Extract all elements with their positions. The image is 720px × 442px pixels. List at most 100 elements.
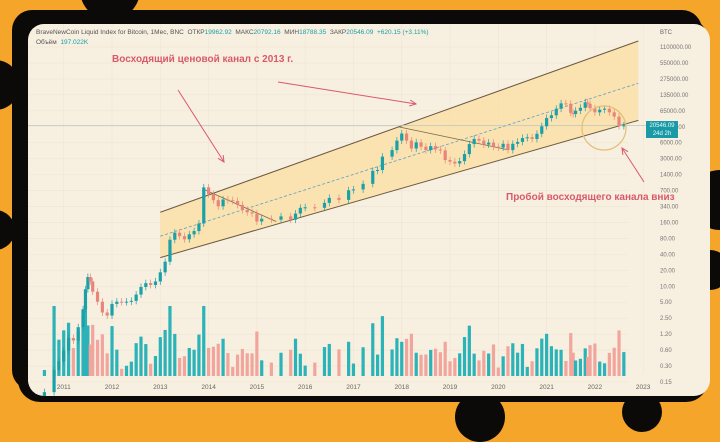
- candle-body: [216, 200, 220, 207]
- candle-body: [76, 327, 80, 341]
- candle-body: [289, 216, 293, 220]
- breakdown-annotation: Пробой восходящего канала вниз: [506, 192, 675, 203]
- x-axis-tick: 2015: [250, 384, 265, 391]
- y-axis-tick: 3000.00: [660, 157, 682, 163]
- volume-bar: [361, 347, 365, 376]
- candle-body: [559, 103, 563, 109]
- arrow-to-channel-high: [277, 81, 417, 105]
- candle-body: [520, 138, 525, 142]
- volume-bar: [467, 325, 471, 376]
- x-axis-tick: 2011: [57, 384, 71, 391]
- x-axis-tick: 2023: [636, 384, 651, 391]
- volume-bar: [52, 306, 56, 376]
- volume-bar: [216, 343, 220, 376]
- candle-body: [313, 207, 317, 209]
- volume-bar: [86, 325, 90, 376]
- candle-body: [491, 142, 496, 147]
- candle-body: [443, 150, 447, 161]
- volume-bar: [607, 352, 611, 376]
- candle-body: [240, 204, 244, 210]
- candle-body: [158, 272, 162, 282]
- arrow-to-channel-high-head: [409, 99, 418, 107]
- candle-body: [409, 140, 413, 149]
- candle-body: [361, 183, 365, 190]
- volume-bar: [458, 353, 462, 376]
- volume-value: 197.022K: [60, 39, 89, 46]
- volume-bar: [91, 324, 95, 376]
- volume-bar: [115, 349, 119, 376]
- volume-bar: [240, 348, 244, 376]
- candle-body: [390, 150, 394, 157]
- chart-screen: BTC 1100000.00 550000.00 275000.00 135000.00…: [28, 24, 710, 396]
- candle-body: [414, 142, 418, 149]
- candle-body: [124, 301, 129, 303]
- arrow-to-channel-low-head: [217, 154, 225, 163]
- candle-body: [453, 161, 457, 164]
- volume-bar: [530, 361, 534, 376]
- y-axis-tick: 80.00: [660, 236, 676, 242]
- candle-body: [612, 112, 616, 117]
- volume-bar: [221, 338, 225, 376]
- volume-bar: [182, 356, 187, 376]
- volume-bar: [520, 343, 525, 376]
- candle-body: [544, 118, 549, 127]
- y-axis-tick: 0.15: [660, 380, 672, 386]
- candle-body: [371, 170, 375, 184]
- candle-body: [250, 212, 254, 214]
- candle-body: [105, 312, 109, 316]
- candle-body: [622, 125, 626, 127]
- x-axis-tick: 2017: [346, 384, 361, 391]
- candle-body: [347, 190, 351, 200]
- candle-body: [429, 146, 433, 151]
- candle-body: [419, 142, 423, 147]
- candle-body: [477, 138, 481, 141]
- volume-bar: [158, 337, 162, 376]
- candle-body: [71, 338, 75, 341]
- volume-bar: [549, 346, 554, 376]
- candle-body: [211, 194, 216, 201]
- volume-bar: [443, 341, 447, 376]
- candle-body: [424, 146, 428, 151]
- x-axis-tick: 2018: [395, 384, 410, 391]
- candle-body: [163, 261, 167, 273]
- volume-bar: [235, 354, 240, 376]
- candle-body: [380, 156, 385, 170]
- candle-body: [322, 202, 327, 208]
- y-axis-tick: 550000.00: [660, 61, 689, 67]
- y-axis-tick: 1100000.00: [660, 45, 692, 51]
- candle-body: [298, 207, 302, 214]
- trend-line: [203, 189, 277, 222]
- candle-body: [487, 142, 491, 145]
- symbol-line: BraveNewCoin Liquid Index for Bitcoin, 1…: [36, 29, 184, 36]
- candle-body: [571, 112, 575, 115]
- candle-body: [178, 232, 182, 237]
- y-axis-tick: 2.50: [660, 316, 672, 322]
- volume-bar: [83, 306, 88, 376]
- candle-body: [168, 239, 172, 262]
- volume-bar: [516, 352, 520, 376]
- volume-bar: [501, 356, 505, 376]
- y-axis-tick: 700.00: [660, 189, 679, 195]
- x-axis-tick: 2014: [201, 384, 216, 391]
- volume-bar: [535, 348, 539, 376]
- candle-body: [530, 137, 534, 139]
- chart-header: BraveNewCoin Liquid Index for Bitcoin, 1…: [36, 28, 429, 48]
- price-chart[interactable]: BTC 1100000.00 550000.00 275000.00 135000.00…: [28, 24, 710, 396]
- volume-bar: [144, 344, 148, 376]
- candle-body: [120, 301, 124, 303]
- volume-bar: [105, 353, 109, 376]
- last-price-tag: 20546.09 24d 2h: [646, 121, 678, 138]
- candle-body: [279, 216, 283, 220]
- candle-body: [448, 160, 452, 162]
- volume-bar: [400, 341, 404, 376]
- channel-lower-line: [160, 119, 639, 259]
- y-axis-tick: 275000.00: [660, 77, 689, 83]
- volume-bar: [110, 326, 114, 376]
- last-price-value: 20546.09: [649, 123, 675, 129]
- volume-bar: [173, 333, 177, 376]
- volume-bar: [544, 333, 549, 376]
- volume-bar: [525, 366, 529, 376]
- candle-body: [187, 234, 191, 240]
- volume-bar: [322, 347, 327, 376]
- arrow-to-breakdown: [621, 147, 645, 183]
